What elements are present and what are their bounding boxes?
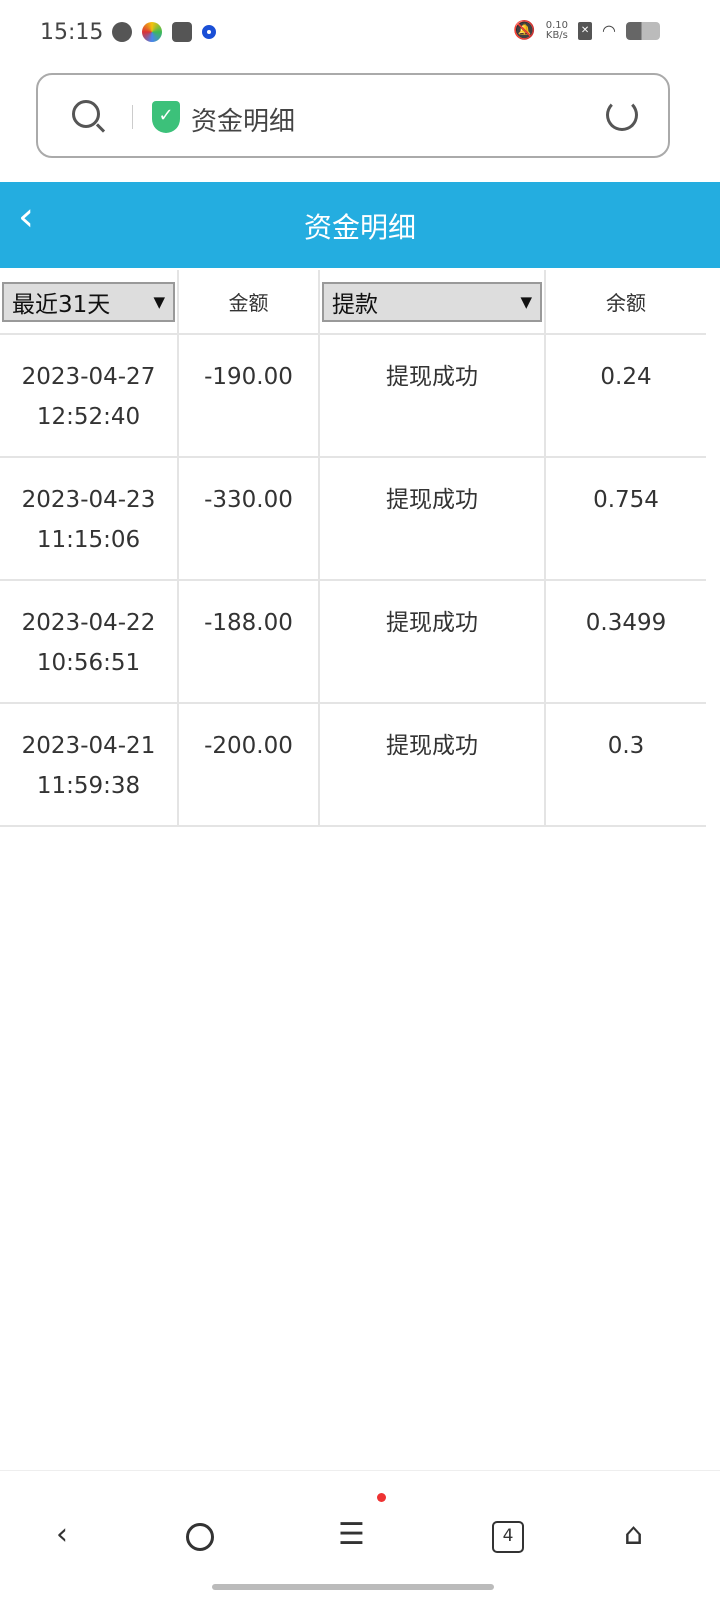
tabs-button[interactable]: 4	[492, 1521, 524, 1553]
amount-cell: -330.00	[178, 457, 320, 581]
date: 2023-04-22	[21, 610, 156, 636]
net-speed: 0.10	[545, 19, 569, 31]
back-nav-icon[interactable]: ‹	[56, 1517, 68, 1552]
status-cell: 提现成功	[319, 457, 546, 581]
table-row: 2023-04-21 11:59:38 -200.00 提现成功 0.3	[0, 703, 706, 827]
page-header: ‹ 资金明细	[0, 182, 720, 268]
search-icon[interactable]	[72, 100, 100, 128]
play-icon	[172, 22, 192, 42]
date: 2023-04-23	[21, 487, 156, 513]
speedometer-icon	[112, 22, 132, 42]
period-value: 最近31天	[12, 291, 111, 318]
table-row: 2023-04-23 11:15:06 -330.00 提现成功 0.754	[0, 457, 706, 581]
col-balance: 余额	[545, 270, 706, 335]
status-cell: 提现成功	[319, 334, 546, 458]
net-unit: KB/s	[545, 29, 568, 41]
date: 2023-04-21	[21, 733, 156, 759]
browser-nav-bar: ‹ ☰ 4 ⌂	[0, 1470, 720, 1600]
page-title: 资金明细	[303, 211, 416, 244]
datetime-cell: 2023-04-27 12:52:40	[0, 334, 179, 458]
time: 12:52:40	[36, 404, 141, 430]
sim-icon: ✕	[578, 21, 593, 40]
balance-cell: 0.3499	[545, 580, 706, 704]
time: 11:15:06	[36, 527, 141, 553]
divider	[132, 105, 133, 129]
date: 2023-04-27	[21, 364, 156, 390]
type-select[interactable]: 提款 ▼	[322, 281, 542, 322]
status-bar: 15:15 🔕 0.10 KB/s ✕ ◠	[0, 0, 720, 64]
notification-icon	[202, 25, 216, 39]
home-icon[interactable]: ⌂	[624, 1517, 644, 1552]
menu-icon[interactable]: ☰	[338, 1517, 365, 1552]
period-select[interactable]: 最近31天 ▼	[2, 281, 175, 322]
datetime-cell: 2023-04-21 11:59:38	[0, 703, 179, 827]
status-cell: 提现成功	[319, 703, 546, 827]
table-row: 2023-04-27 12:52:40 -190.00 提现成功 0.24	[0, 334, 706, 458]
mute-icon: 🔕	[513, 20, 536, 41]
amount-cell: -188.00	[178, 580, 320, 704]
type-value: 提款	[332, 291, 378, 318]
home-indicator[interactable]	[212, 1584, 494, 1590]
datetime-cell: 2023-04-22 10:56:51	[0, 580, 179, 704]
table-row: 2023-04-22 10:56:51 -188.00 提现成功 0.3499	[0, 580, 706, 704]
dropdown-arrow-icon: ▼	[520, 292, 532, 311]
dropdown-arrow-icon: ▼	[153, 292, 165, 311]
reload-icon[interactable]	[606, 99, 638, 131]
table-header: 最近31天 ▼ 金额 提款 ▼ 余额	[0, 270, 706, 335]
notification-dot	[377, 1493, 386, 1502]
shield-check-icon: ✓	[152, 101, 180, 133]
status-cell: 提现成功	[319, 580, 546, 704]
balance-cell: 0.24	[545, 334, 706, 458]
battery-icon	[626, 21, 660, 40]
time: 11:59:38	[36, 773, 141, 799]
back-icon[interactable]: ‹	[18, 194, 34, 240]
clock: 15:15	[40, 20, 104, 45]
time: 10:56:51	[36, 650, 141, 676]
datetime-cell: 2023-04-23 11:15:06	[0, 457, 179, 581]
balance-cell: 0.3	[545, 703, 706, 827]
balance-cell: 0.754	[545, 457, 706, 581]
url-title[interactable]: 资金明细	[191, 107, 296, 137]
amount-cell: -200.00	[178, 703, 320, 827]
col-amount: 金额	[178, 270, 320, 335]
wifi-icon: ◠	[602, 21, 616, 40]
transactions-table: 最近31天 ▼ 金额 提款 ▼ 余额 2023-04-27 12:52:40 -190.…	[0, 270, 706, 827]
search-nav-icon[interactable]	[186, 1523, 214, 1551]
address-bar[interactable]: ✓ 资金明细	[36, 73, 670, 158]
app-icon	[142, 22, 162, 42]
amount-cell: -190.00	[178, 334, 320, 458]
